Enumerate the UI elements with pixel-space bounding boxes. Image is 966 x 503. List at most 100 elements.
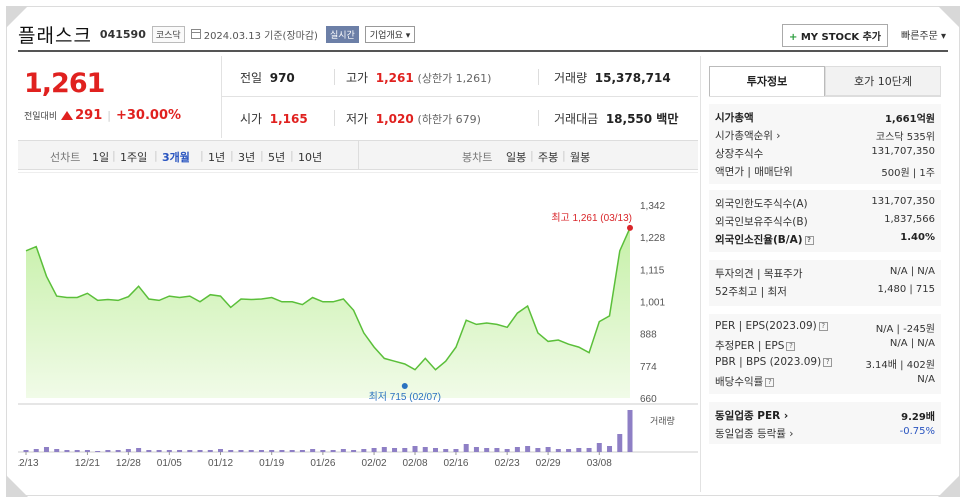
volume: 거래량 15,378,714: [554, 71, 671, 85]
y-tick-label: 1,001: [640, 298, 665, 309]
help-icon[interactable]: ?: [823, 357, 833, 367]
volume-bar: [392, 448, 398, 452]
plus-icon: +: [788, 32, 798, 43]
stock-header: 플래스크 041590 코스닥 2024.03.13 기준(장마감) 실시간 기…: [18, 18, 948, 52]
volume-bar: [64, 450, 70, 452]
volume-bar: [33, 449, 39, 452]
corner-decoration: [6, 475, 28, 497]
candle-monthly[interactable]: 월봉: [570, 151, 591, 164]
volume-bar: [207, 450, 213, 452]
volume-bar: [494, 448, 500, 452]
info-key: 액면가 | 매매단위: [715, 166, 793, 178]
info-value: 131,707,350: [871, 146, 935, 157]
volume-bar: [422, 447, 428, 452]
y-tick-label: 1,342: [640, 201, 665, 212]
period-10y[interactable]: 10년: [298, 151, 323, 164]
company-overview-dropdown[interactable]: 기업개요 ▾: [364, 25, 416, 43]
tab-investment-info[interactable]: 투자정보: [709, 66, 825, 96]
volume-bar: [617, 434, 623, 452]
line-chart-label: 선차트: [50, 151, 81, 164]
help-icon[interactable]: ?: [786, 341, 796, 351]
volume-bar: [535, 448, 541, 452]
calendar-icon: [190, 29, 201, 39]
info-key: 추정PER | EPS?: [715, 338, 796, 353]
info-tabs: 투자정보 호가 10단계: [709, 66, 941, 96]
info-key: 시가총액: [715, 112, 754, 124]
y-tick-label: 888: [640, 330, 657, 341]
change-label: 전일대비: [24, 112, 58, 122]
help-icon[interactable]: ?: [804, 235, 814, 245]
divider: [334, 69, 335, 85]
volume-bar: [218, 449, 224, 452]
volume-bar: [566, 449, 572, 452]
high-annotation: 최고 1,261 (03/13): [551, 212, 632, 224]
period-3y[interactable]: 3년: [238, 151, 256, 164]
volume-bar: [525, 446, 531, 452]
y-tick-label: 1,115: [640, 265, 665, 276]
price-area: [26, 227, 630, 398]
info-value: -0.75%: [899, 426, 935, 437]
divider: [222, 96, 698, 97]
x-tick-label: 02/29: [536, 458, 561, 469]
info-key: 외국인소진율(B/A)?: [715, 232, 814, 247]
volume-bar: [228, 450, 234, 452]
info-value: 3.14배 | 402원: [865, 360, 935, 371]
volume-bar: [576, 448, 582, 452]
x-tick-label: 03/08: [587, 458, 612, 469]
low-price: 저가 1,020 (하한가 679): [346, 112, 481, 126]
x-tick-label: 02/08: [403, 458, 428, 469]
volume-bar: [248, 450, 254, 452]
period-1d[interactable]: 1일: [92, 151, 110, 164]
divider: [334, 110, 335, 126]
my-stock-add-button[interactable]: + MY STOCK 추가: [781, 24, 888, 47]
realtime-button[interactable]: 실시간: [325, 25, 359, 43]
volume-bar: [310, 449, 316, 452]
volume-bar: [596, 443, 602, 452]
info-value: 코스닥 535위: [875, 132, 935, 143]
divider: |: [107, 109, 111, 122]
prev-close: 전일 970: [240, 71, 295, 85]
info-row: 외국인소진율(B/A)? 1.40%: [715, 232, 935, 250]
volume-bar: [258, 450, 264, 452]
info-value: N/A | N/A: [889, 338, 935, 349]
chart-period-bar: 선차트 1일 | 1주일 | 3개월 | 1년 | 3년 | 5년 | 10년 …: [18, 140, 698, 170]
period-5y[interactable]: 5년: [268, 151, 286, 164]
x-tick-label: 12/28: [116, 458, 141, 469]
period-1w[interactable]: 1주일: [120, 151, 148, 164]
x-tick-label: 02/16: [443, 458, 468, 469]
high-price: 고가 1,261 (상한가 1,261): [346, 71, 492, 85]
info-key: 외국인보유주식수(B): [715, 216, 808, 228]
volume-bar: [514, 447, 520, 452]
period-3m[interactable]: 3개월: [162, 151, 190, 164]
volume-bar: [555, 449, 561, 452]
help-icon[interactable]: ?: [818, 321, 828, 331]
volume-bar: [484, 448, 490, 452]
current-price: 1,261: [24, 68, 105, 99]
tab-order-book[interactable]: 호가 10단계: [825, 66, 941, 96]
x-tick-label: 02/23: [495, 458, 520, 469]
candle-weekly[interactable]: 주봉: [538, 151, 559, 164]
price-chart[interactable]: 1,342 1,228 1,115 1,001 888 774 660 12/13 12/21…: [18, 172, 698, 472]
y-tick-label: 1,228: [640, 233, 665, 244]
volume-bar: [105, 450, 111, 452]
help-icon[interactable]: ?: [765, 377, 775, 387]
info-key: PER | EPS(2023.09)?: [715, 320, 828, 332]
volume-bar: [443, 449, 449, 452]
info-value: 1,661억원: [884, 114, 935, 125]
candle-daily[interactable]: 일봉: [506, 151, 527, 164]
volume-bar: [299, 450, 305, 452]
period-1y[interactable]: 1년: [208, 151, 226, 164]
info-value: N/A: [917, 374, 935, 385]
info-row: 시가총액순위 › 코스닥 535위: [715, 128, 935, 146]
volume-bar: [269, 450, 275, 452]
quick-order-dropdown[interactable]: 빠른주문 ▾: [901, 31, 946, 42]
foreign-holding-section: 외국인한도주식수(A) 131,707,350 외국인보유주식수(B) 1,837,5…: [709, 190, 941, 252]
change-value: 291: [75, 108, 103, 123]
opinion-section: 투자의견 | 목표주가 N/A | N/A 52주최고 | 최저 1,480 | 71…: [709, 260, 941, 306]
info-value: 1,837,566: [884, 214, 935, 225]
info-row: PBR | BPS (2023.09)? 3.14배 | 402원: [715, 356, 935, 374]
volume-bar: [545, 447, 551, 452]
volume-bar: [187, 450, 193, 452]
divider: [538, 69, 539, 85]
corner-decoration: [938, 6, 960, 28]
